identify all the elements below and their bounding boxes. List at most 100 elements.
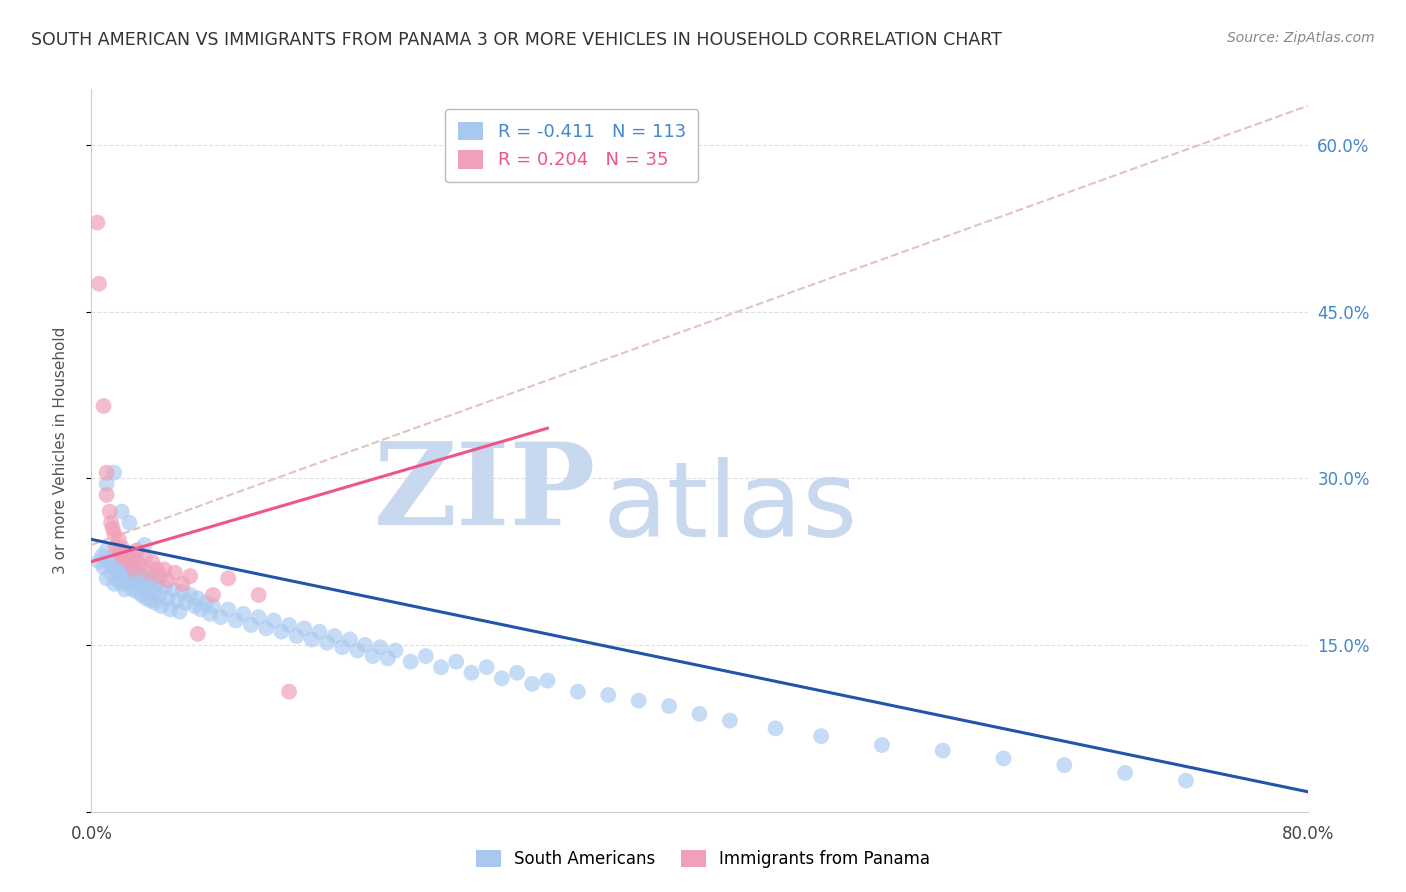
Point	[198, 607, 221, 621]
Point	[301, 632, 323, 647]
Point	[162, 582, 184, 597]
Point	[125, 543, 148, 558]
Point	[118, 577, 141, 591]
Point	[330, 640, 353, 655]
Point	[110, 555, 132, 569]
Point	[536, 673, 558, 688]
Point	[135, 591, 157, 606]
Point	[124, 574, 146, 588]
Point	[98, 505, 121, 519]
Legend: R = -0.411   N = 113, R = 0.204   N = 35: R = -0.411 N = 113, R = 0.204 N = 35	[446, 109, 699, 182]
Point	[131, 588, 153, 602]
Legend: South Americans, Immigrants from Panama: South Americans, Immigrants from Panama	[470, 843, 936, 875]
Point	[87, 277, 110, 291]
Point	[103, 526, 125, 541]
Point	[506, 665, 529, 680]
Point	[98, 555, 121, 569]
Point	[125, 543, 148, 558]
Point	[190, 602, 212, 616]
Point	[217, 602, 239, 616]
Point	[115, 547, 138, 561]
Point	[368, 640, 391, 655]
Point	[377, 651, 399, 665]
Point	[122, 562, 145, 576]
Point	[247, 610, 270, 624]
Point	[112, 558, 135, 572]
Point	[292, 621, 315, 635]
Point	[103, 466, 125, 480]
Point	[103, 549, 125, 563]
Point	[134, 580, 156, 594]
Point	[718, 714, 741, 728]
Point	[993, 751, 1015, 765]
Point	[145, 562, 167, 576]
Point	[111, 540, 134, 554]
Point	[460, 665, 482, 680]
Point	[202, 588, 225, 602]
Point	[150, 599, 173, 613]
Point	[870, 738, 893, 752]
Point	[125, 555, 148, 569]
Point	[444, 655, 467, 669]
Point	[141, 555, 163, 569]
Point	[285, 629, 308, 643]
Point	[101, 560, 124, 574]
Point	[107, 533, 129, 547]
Point	[354, 638, 377, 652]
Point	[122, 562, 145, 576]
Point	[121, 551, 143, 566]
Point	[1174, 773, 1197, 788]
Point	[129, 558, 152, 572]
Point	[121, 582, 143, 597]
Point	[118, 566, 141, 580]
Point	[96, 476, 118, 491]
Point	[765, 722, 787, 736]
Point	[117, 574, 139, 588]
Point	[278, 618, 301, 632]
Point	[232, 607, 254, 621]
Point	[172, 584, 194, 599]
Point	[270, 624, 292, 639]
Point	[96, 466, 118, 480]
Point	[101, 521, 124, 535]
Point	[118, 555, 141, 569]
Point	[86, 216, 108, 230]
Point	[142, 584, 165, 599]
Point	[125, 584, 148, 599]
Point	[361, 649, 384, 664]
Point	[346, 643, 368, 657]
Point	[138, 582, 160, 597]
Point	[931, 743, 953, 757]
Point	[110, 547, 132, 561]
Point	[187, 591, 209, 606]
Point	[139, 593, 162, 607]
Point	[100, 566, 122, 580]
Point	[166, 593, 188, 607]
Point	[104, 540, 127, 554]
Point	[415, 649, 437, 664]
Point	[91, 549, 114, 563]
Point	[187, 627, 209, 641]
Point	[399, 655, 422, 669]
Point	[93, 560, 115, 574]
Point	[156, 591, 179, 606]
Point	[323, 629, 346, 643]
Point	[627, 693, 650, 707]
Text: SOUTH AMERICAN VS IMMIGRANTS FROM PANAMA 3 OR MORE VEHICLES IN HOUSEHOLD CORRELA: SOUTH AMERICAN VS IMMIGRANTS FROM PANAMA…	[31, 31, 1002, 49]
Point	[129, 577, 152, 591]
Point	[254, 621, 277, 635]
Text: atlas: atlas	[602, 458, 858, 559]
Point	[149, 569, 172, 583]
Point	[114, 582, 136, 597]
Point	[149, 588, 172, 602]
Point	[179, 569, 201, 583]
Point	[658, 699, 681, 714]
Point	[810, 729, 832, 743]
Text: ZIP: ZIP	[374, 438, 596, 549]
Point	[128, 566, 150, 580]
Point	[209, 610, 232, 624]
Text: Source: ZipAtlas.com: Source: ZipAtlas.com	[1227, 31, 1375, 45]
Point	[115, 562, 138, 576]
Point	[134, 538, 156, 552]
Point	[316, 636, 339, 650]
